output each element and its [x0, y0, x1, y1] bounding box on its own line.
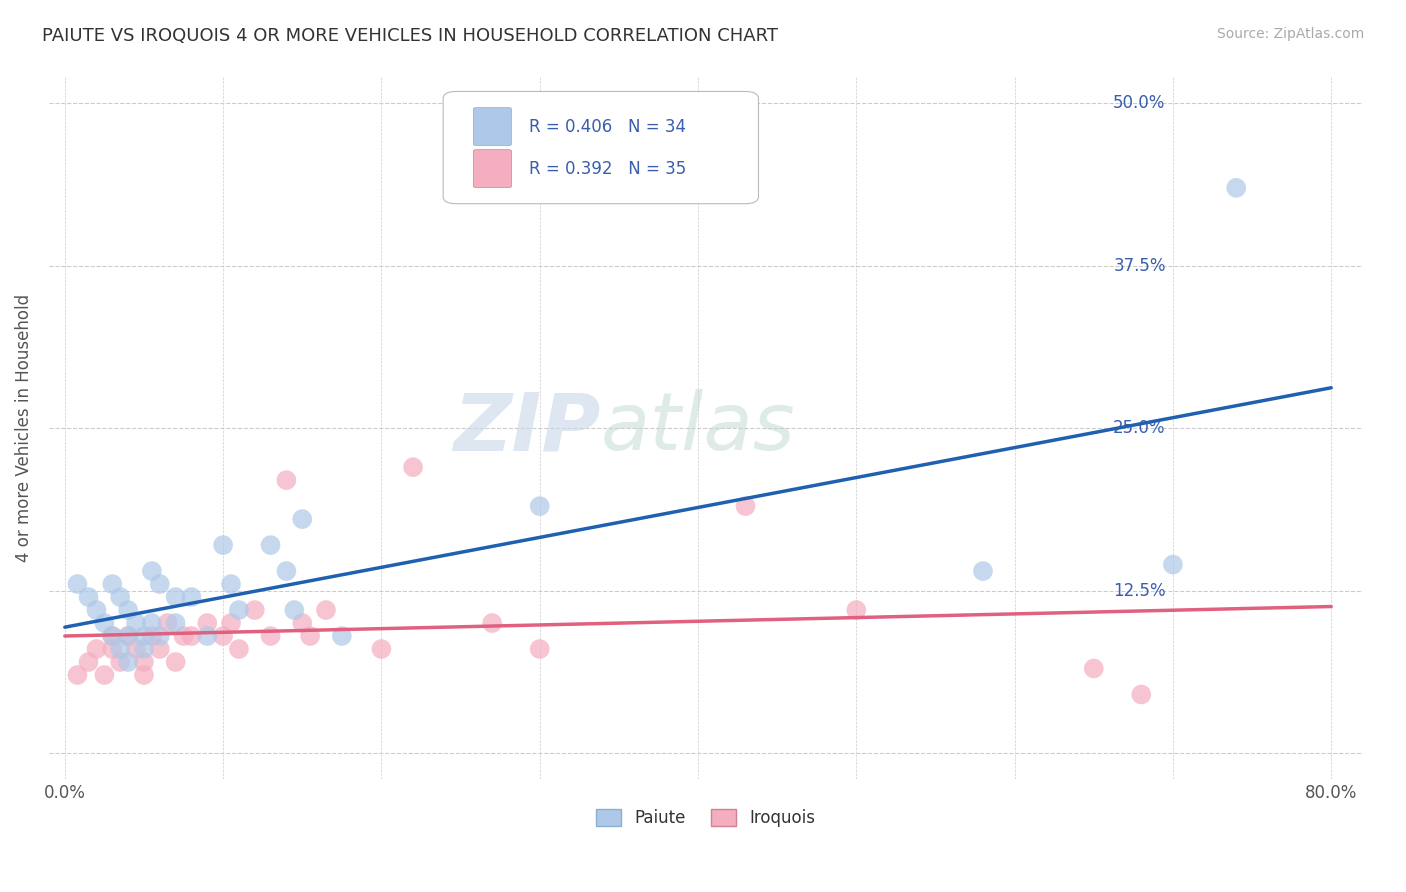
- Text: 12.5%: 12.5%: [1114, 582, 1166, 599]
- Text: PAIUTE VS IROQUOIS 4 OR MORE VEHICLES IN HOUSEHOLD CORRELATION CHART: PAIUTE VS IROQUOIS 4 OR MORE VEHICLES IN…: [42, 27, 778, 45]
- Point: [93, 615, 115, 630]
- Text: atlas: atlas: [600, 389, 796, 467]
- Point: [149, 629, 172, 643]
- Point: [212, 629, 235, 643]
- Point: [77, 590, 100, 604]
- Point: [1225, 181, 1247, 195]
- Point: [219, 615, 242, 630]
- Point: [1161, 558, 1184, 572]
- Point: [101, 642, 124, 657]
- Point: [77, 655, 100, 669]
- Point: [165, 590, 187, 604]
- Point: [156, 615, 179, 630]
- Text: ZIP: ZIP: [454, 389, 600, 467]
- Point: [1130, 688, 1153, 702]
- Point: [291, 512, 314, 526]
- Point: [141, 615, 163, 630]
- Point: [283, 603, 305, 617]
- Point: [149, 577, 172, 591]
- Point: [845, 603, 868, 617]
- Point: [299, 629, 322, 643]
- Point: [276, 564, 298, 578]
- Point: [86, 642, 108, 657]
- Point: [173, 629, 195, 643]
- Point: [117, 655, 139, 669]
- Point: [195, 615, 218, 630]
- Point: [1083, 661, 1105, 675]
- Point: [125, 642, 148, 657]
- Point: [180, 590, 202, 604]
- Point: [291, 615, 314, 630]
- Point: [165, 655, 187, 669]
- Legend: Paiute, Iroquois: Paiute, Iroquois: [589, 802, 823, 834]
- Point: [529, 499, 551, 513]
- Point: [180, 629, 202, 643]
- Text: R = 0.406   N = 34: R = 0.406 N = 34: [529, 118, 686, 136]
- Point: [315, 603, 337, 617]
- Point: [228, 642, 250, 657]
- Point: [141, 629, 163, 643]
- Point: [108, 655, 131, 669]
- Point: [259, 629, 281, 643]
- Point: [243, 603, 266, 617]
- Point: [259, 538, 281, 552]
- Text: 25.0%: 25.0%: [1114, 419, 1166, 437]
- Point: [370, 642, 392, 657]
- Point: [132, 629, 155, 643]
- Point: [93, 668, 115, 682]
- Point: [132, 655, 155, 669]
- Point: [212, 538, 235, 552]
- Point: [108, 590, 131, 604]
- Point: [117, 629, 139, 643]
- Point: [117, 603, 139, 617]
- Point: [125, 615, 148, 630]
- Point: [402, 460, 425, 475]
- Point: [66, 577, 89, 591]
- Point: [108, 642, 131, 657]
- Point: [86, 603, 108, 617]
- Point: [101, 629, 124, 643]
- Text: R = 0.392   N = 35: R = 0.392 N = 35: [529, 160, 686, 178]
- Point: [132, 668, 155, 682]
- Text: 37.5%: 37.5%: [1114, 257, 1166, 275]
- FancyBboxPatch shape: [474, 108, 512, 145]
- Point: [219, 577, 242, 591]
- Point: [228, 603, 250, 617]
- Point: [141, 564, 163, 578]
- Point: [330, 629, 353, 643]
- Point: [117, 629, 139, 643]
- Point: [132, 642, 155, 657]
- Point: [149, 642, 172, 657]
- Point: [481, 615, 503, 630]
- Text: 50.0%: 50.0%: [1114, 95, 1166, 112]
- Point: [972, 564, 994, 578]
- Y-axis label: 4 or more Vehicles in Household: 4 or more Vehicles in Household: [15, 294, 32, 562]
- Point: [101, 629, 124, 643]
- Point: [529, 642, 551, 657]
- FancyBboxPatch shape: [443, 92, 758, 203]
- Point: [276, 473, 298, 487]
- Text: Source: ZipAtlas.com: Source: ZipAtlas.com: [1216, 27, 1364, 41]
- Point: [165, 615, 187, 630]
- Point: [195, 629, 218, 643]
- Point: [66, 668, 89, 682]
- FancyBboxPatch shape: [474, 150, 512, 187]
- Point: [734, 499, 756, 513]
- Point: [101, 577, 124, 591]
